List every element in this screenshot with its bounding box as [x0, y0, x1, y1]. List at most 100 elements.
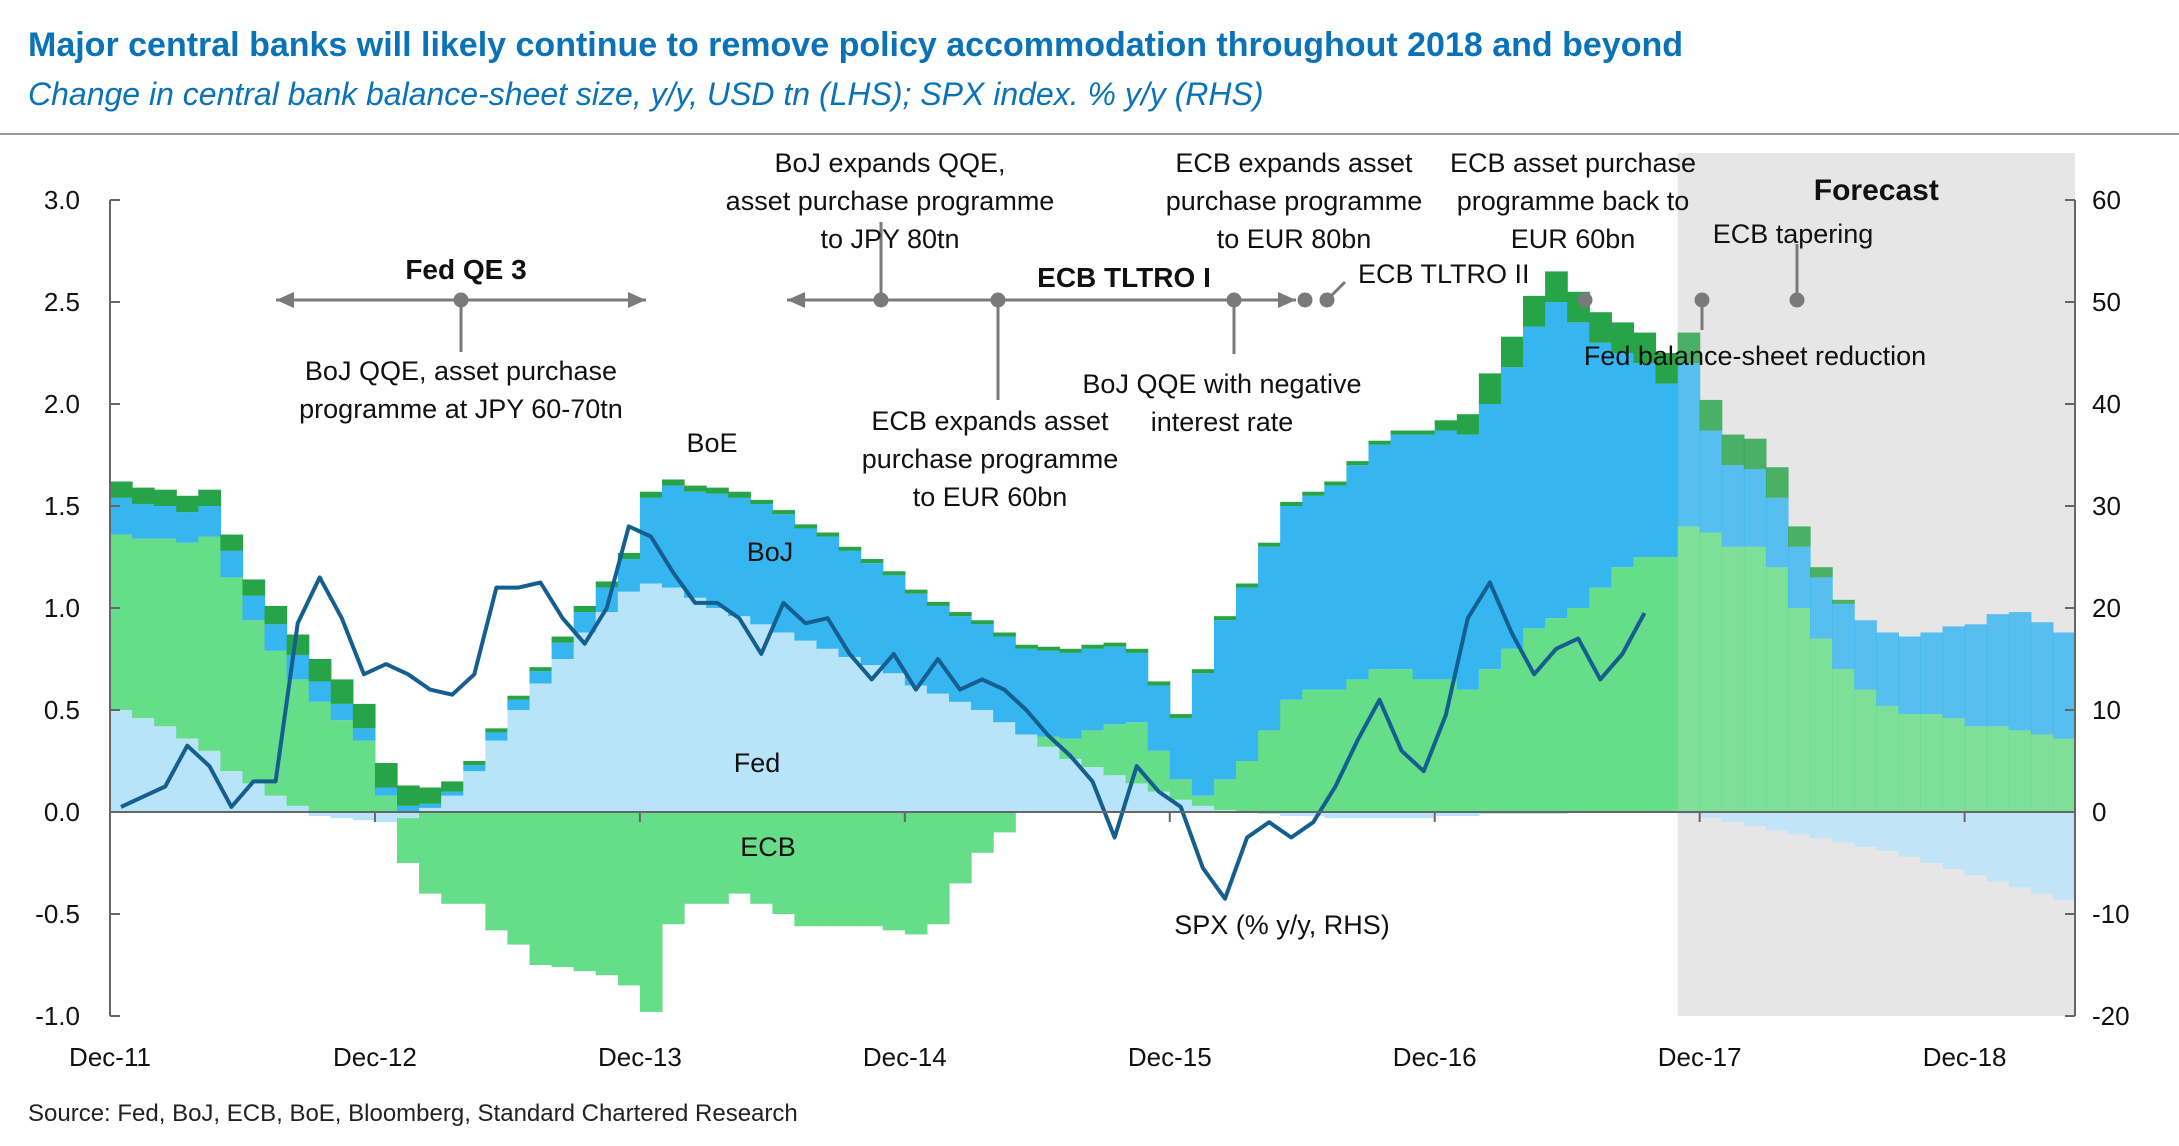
anno-ecb-80-line-1: purchase programme	[1166, 186, 1423, 216]
anno-fed-qe3-line-0: Fed QE 3	[405, 254, 526, 285]
bar-boe-51	[1236, 583, 1259, 588]
bar-ecb-48	[1169, 779, 1193, 800]
bar-fed-1	[132, 718, 155, 812]
bar-boj-71	[1677, 363, 1701, 527]
bar-ecb-81	[1898, 714, 1922, 812]
bar-boe-47	[1147, 681, 1171, 686]
bar-ecb-46	[1125, 722, 1149, 784]
bar-fed-52	[1258, 812, 1281, 815]
bar-boj-65	[1545, 302, 1568, 619]
bar-boj-17	[485, 732, 509, 741]
bar-boj-10	[330, 703, 354, 721]
bar-ecb-59	[1412, 679, 1436, 812]
bar-ecb-51	[1236, 761, 1259, 812]
bar-fed-56	[1346, 812, 1370, 819]
bar-fed-65	[1545, 812, 1568, 815]
label-spx: SPX (% y/y, RHS)	[1174, 910, 1390, 940]
bar-boe-2	[154, 489, 177, 506]
bar-fed-80	[1876, 812, 1899, 851]
bar-fed-4	[198, 750, 221, 812]
bar-boj-27	[706, 493, 729, 608]
bar-boe-28	[728, 491, 751, 498]
bar-boj-15	[441, 791, 464, 796]
bar-fed-34	[860, 665, 884, 812]
bar-fed-82	[1920, 812, 1944, 863]
bar-boe-45	[1103, 642, 1127, 647]
bar-fed-29	[750, 624, 773, 812]
bar-boe-3	[176, 495, 199, 513]
bar-fed-46	[1125, 783, 1149, 812]
bar-ecb-32	[816, 812, 840, 927]
label-boe: BoE	[686, 428, 737, 458]
bar-boj-57	[1368, 444, 1392, 670]
bar-fed-49	[1191, 805, 1215, 812]
bar-boe-21	[573, 605, 597, 613]
bar-ecb-26	[684, 812, 707, 904]
bar-fed-84	[1964, 812, 1988, 876]
bar-boj-87	[2030, 622, 2054, 735]
x-tick-6: Dec-17	[1658, 1042, 1742, 1072]
bar-fed-9	[308, 812, 332, 817]
bar-boj-1	[132, 503, 155, 539]
bar-boj-59	[1412, 434, 1436, 680]
bar-boj-68	[1611, 353, 1635, 568]
bar-boj-72	[1699, 430, 1723, 533]
bar-ecb-76	[1787, 608, 1811, 812]
anno-boj-qqe-line-1: programme at JPY 60-70tn	[299, 394, 623, 424]
y-right-tick-4: 20	[2092, 593, 2121, 623]
bar-fed-30	[772, 632, 796, 812]
bar-boj-79	[1854, 620, 1877, 690]
bar-ecb-64	[1523, 628, 1546, 812]
bar-boe-8	[286, 634, 310, 655]
bar-ecb-16	[463, 812, 486, 904]
y-right-tick-0: 60	[2092, 185, 2121, 215]
bar-ecb-80	[1876, 705, 1899, 812]
bar-boj-64	[1523, 326, 1546, 629]
label-ecb: ECB	[740, 832, 796, 862]
bar-boj-34	[860, 563, 884, 666]
bar-fed-50	[1213, 809, 1237, 812]
bar-boe-57	[1368, 440, 1392, 445]
bar-boe-22	[595, 581, 619, 588]
bar-fed-18	[507, 710, 531, 812]
bar-boj-62	[1478, 404, 1502, 670]
bar-boe-17	[485, 728, 509, 733]
bar-ecb-67	[1589, 587, 1612, 812]
bar-ecb-34	[860, 812, 884, 927]
bar-fed-20	[551, 659, 575, 812]
bar-ecb-14	[419, 812, 442, 894]
bar-fed-31	[794, 640, 818, 812]
y-right-tick-6: 0	[2092, 797, 2106, 827]
bar-boe-63	[1500, 336, 1524, 368]
bar-boj-14	[419, 803, 442, 808]
bar-ecb-22	[595, 812, 619, 976]
bar-boj-73	[1721, 465, 1745, 547]
bar-boe-54	[1302, 491, 1325, 496]
bar-fed-61	[1456, 812, 1480, 817]
bar-boe-27	[706, 487, 729, 494]
bar-ecb-8	[286, 679, 310, 806]
bar-fed-23	[617, 591, 641, 812]
arrow-head-right-fed-qe3	[628, 292, 646, 308]
bar-ecb-70	[1655, 557, 1679, 812]
bar-ecb-36	[904, 812, 928, 935]
bar-boe-24	[639, 491, 663, 498]
bar-boe-4	[198, 489, 221, 506]
bar-ecb-75	[1765, 567, 1789, 812]
bar-ecb-65	[1545, 618, 1568, 812]
anno-ecb-back60-line-1: programme back to	[1457, 186, 1690, 216]
bar-ecb-66	[1567, 608, 1590, 812]
bar-fed-27	[706, 608, 729, 812]
bar-ecb-40	[993, 812, 1016, 833]
bar-ecb-44	[1081, 730, 1105, 768]
bar-boj-88	[2052, 632, 2076, 739]
bar-boe-26	[684, 485, 707, 492]
bar-boe-12	[374, 763, 398, 788]
bar-fed-72	[1699, 812, 1723, 819]
bar-boj-33	[838, 550, 862, 657]
y-left-tick-3: 1.5	[44, 491, 80, 521]
bar-fed-79	[1854, 812, 1877, 847]
bar-fed-22	[595, 612, 619, 812]
bar-ecb-24	[639, 812, 663, 1012]
